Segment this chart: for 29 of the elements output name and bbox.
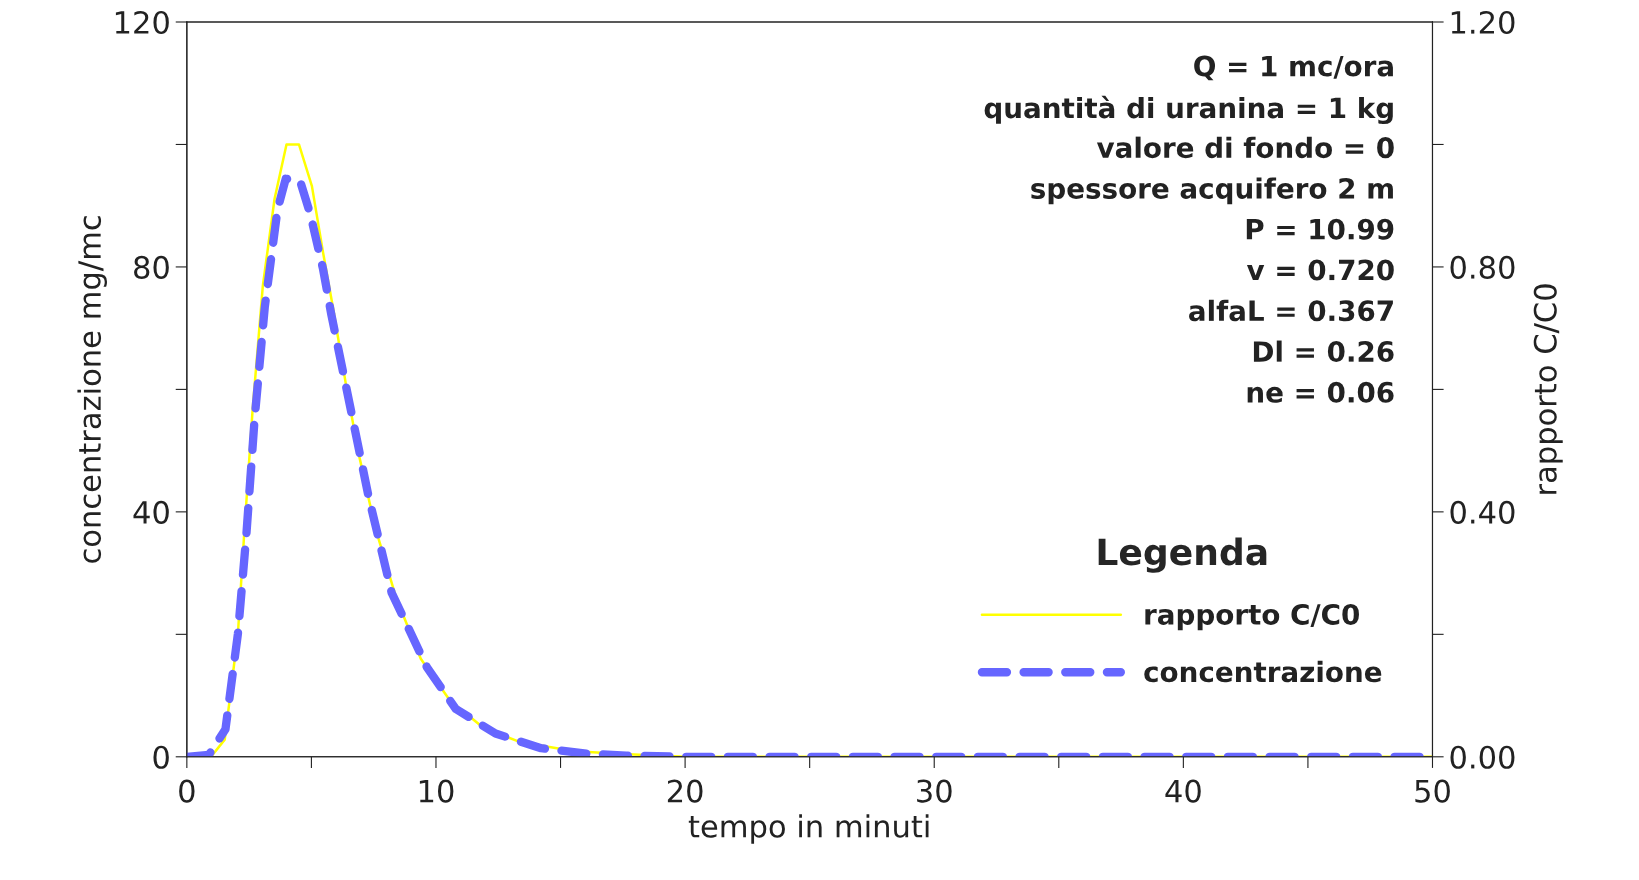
y2-axis-title: rapporto C/C0 [1533, 284, 1563, 494]
y2-tick-label: 1.20 [1451, 10, 1515, 35]
y-tick-label: 0 [153, 745, 169, 769]
y-tick-label: 40 [133, 500, 169, 524]
y-tick-label: 80 [134, 255, 169, 279]
legend-label: rapporto C/C0 [1145, 603, 1359, 631]
x-tick-label: 10 [419, 779, 454, 803]
y2-tick-label: 0.00 [1450, 745, 1515, 769]
legend-title: Legenda [1098, 537, 1267, 573]
annotation: alfaL = 0.367 [1189, 299, 1393, 322]
annotation: spessore acquifero 2 m [1031, 177, 1393, 205]
x-tick-label: 20 [667, 779, 703, 803]
annotation: P = 10.99 [1246, 218, 1394, 240]
y2-tick-label: 0.40 [1450, 500, 1515, 524]
x-axis-title: tempo in minuti [688, 814, 929, 844]
y2-tick-label: 0.80 [1450, 255, 1515, 279]
annotation: v = 0.720 [1246, 259, 1394, 281]
x-tick-label: 30 [917, 779, 952, 803]
x-tick-label: 40 [1165, 779, 1201, 803]
annotation: quantità di uranina = 1 kg [984, 95, 1393, 125]
legend-label: concentrazione [1144, 660, 1382, 683]
annotation: Dl = 0.26 [1253, 340, 1394, 363]
annotation: ne = 0.06 [1247, 381, 1394, 403]
x-tick-label: 0 [179, 779, 195, 803]
y-tick-label: 120 [115, 10, 169, 35]
y-axis-title: concentrazione mg/mc [77, 216, 107, 563]
x-tick-label: 50 [1415, 779, 1450, 803]
annotation: Q = 1 mc/ora [1194, 55, 1393, 81]
annotation: valore di fondo = 0 [1096, 136, 1394, 159]
